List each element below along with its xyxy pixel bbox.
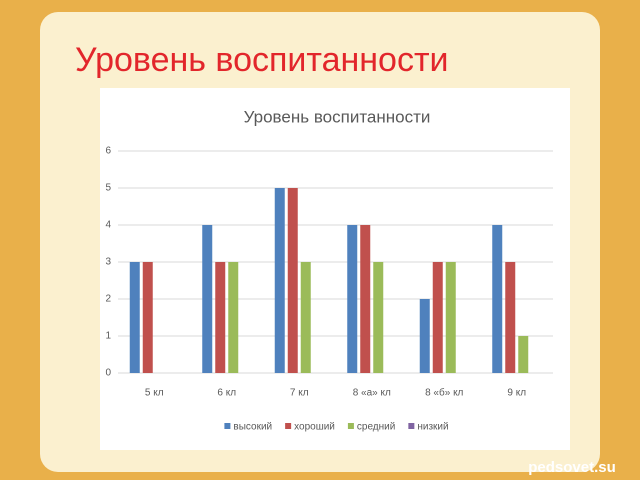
bar [445,262,456,373]
bar [228,262,239,373]
bar [202,225,213,373]
x-tick-label: 6 кл [217,388,236,399]
bar [492,225,503,373]
bar [373,262,384,373]
y-tick-label: 3 [105,257,111,268]
slide-title: Уровень воспитанности [75,41,449,79]
legend-label: низкий [417,422,448,433]
bar [129,262,140,373]
x-tick-label: 7 кл [290,388,309,399]
legend-marker [224,423,231,429]
x-tick-label: 5 кл [145,388,164,399]
bar [518,336,529,373]
bar [505,262,516,373]
legend-marker [408,423,415,429]
legend-label: средний [357,422,395,433]
legend-marker [347,423,354,429]
y-tick-label: 6 [105,146,111,157]
y-tick-label: 0 [105,368,111,379]
legend-label: хороший [294,422,335,433]
bar [300,262,311,373]
bar [360,225,371,373]
chart-area [100,88,570,450]
watermark: pedsovet.su [528,459,616,476]
legend-label: высокий [233,422,272,433]
bar [347,225,358,373]
bar [287,188,298,373]
y-tick-label: 1 [105,331,111,342]
y-tick-label: 2 [105,294,111,305]
y-tick-label: 5 [105,183,111,194]
legend-marker [285,423,292,429]
bar [215,262,226,373]
chart-title: Уровень воспитанности [244,107,431,126]
bar [419,299,430,373]
y-tick-label: 4 [105,220,111,231]
bar [274,188,285,373]
bar [142,262,153,373]
bar [432,262,443,373]
x-tick-label: 9 кл [507,388,526,399]
x-tick-label: 8 «б» кл [425,387,463,399]
x-tick-label: 8 «а» кл [353,388,391,399]
